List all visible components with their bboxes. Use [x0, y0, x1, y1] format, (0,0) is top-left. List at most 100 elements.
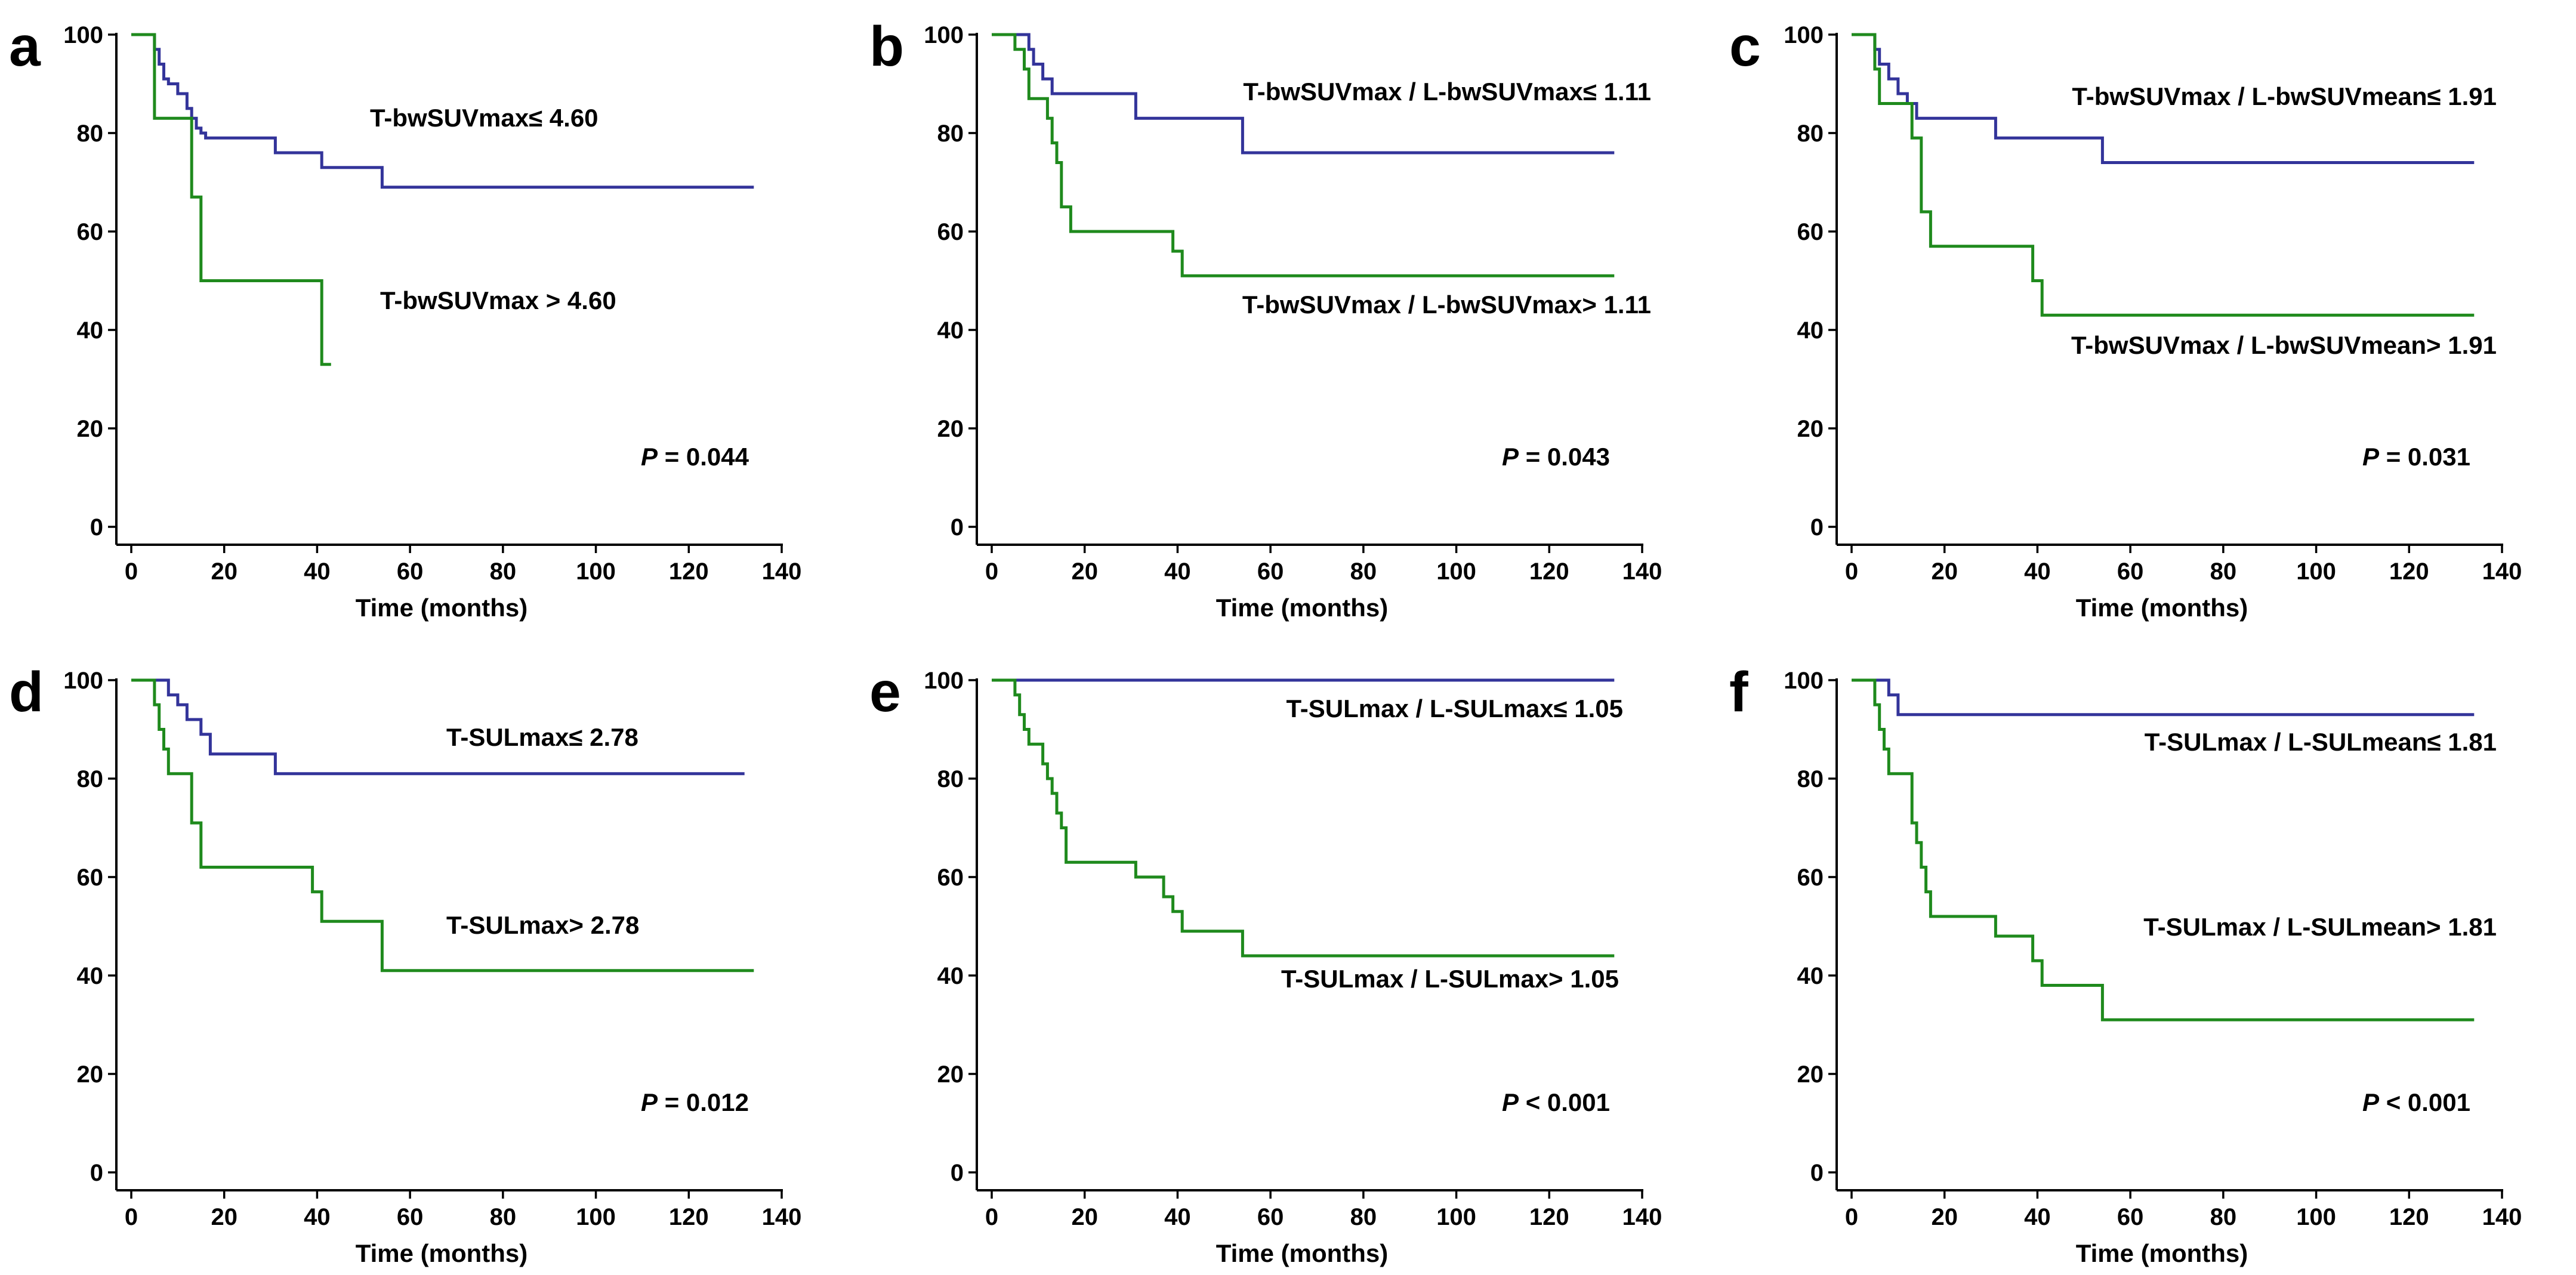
x-tick-label: 60: [1257, 558, 1284, 585]
series-label: T-bwSUVmax≤ 4.60: [370, 104, 599, 132]
panel-letter: d: [9, 660, 44, 724]
y-tick-label: 80: [1797, 766, 1824, 792]
series-label: T-SULmax> 2.78: [446, 911, 639, 939]
p-value-label: P < 0.001: [1502, 1088, 1610, 1116]
p-symbol: P: [2362, 1088, 2380, 1116]
x-tick-label: 100: [576, 1204, 616, 1230]
y-tick-label: 0: [1810, 514, 1824, 541]
p-value-label: P = 0.043: [1502, 443, 1610, 471]
panel-a: a 0 20 40 60 80 100 0 20 40 60 80 100 120 140 Time (mon…: [9, 15, 801, 622]
survival-curve-high: [992, 33, 1615, 277]
y-tick-label: 20: [77, 1061, 104, 1088]
y-tick-label: 60: [1797, 865, 1824, 891]
x-tick-label: 60: [2117, 1204, 2144, 1230]
y-tick-label: 40: [1797, 963, 1824, 989]
series-label: T-bwSUVmax / L-bwSUVmax≤ 1.11: [1243, 78, 1651, 106]
y-tick-label: 60: [1797, 219, 1824, 245]
x-axis-title: Time (months): [356, 1239, 528, 1267]
y-tick-label: 80: [937, 121, 964, 147]
x-tick-label: 120: [2389, 1204, 2429, 1230]
survival-curve-low: [1852, 33, 2475, 164]
p-value-label: P = 0.044: [641, 443, 749, 471]
x-tick-label: 120: [1529, 1204, 1569, 1230]
x-tick-label: 0: [985, 558, 998, 585]
y-tick-label: 60: [937, 219, 964, 245]
series-label: T-SULmax / L-SULmax> 1.05: [1281, 965, 1619, 993]
x-tick-label: 40: [304, 558, 331, 585]
y-tick-label: 60: [77, 219, 104, 245]
y-tick-label: 100: [924, 668, 964, 694]
x-axis-title: Time (months): [2076, 1239, 2248, 1267]
y-tick-label: 40: [937, 317, 964, 344]
y-tick-label: 80: [77, 766, 104, 792]
x-tick-label: 0: [1845, 1204, 1858, 1230]
p-value: < 0.001: [2379, 1088, 2470, 1116]
x-tick-label: 60: [1257, 1204, 1284, 1230]
p-symbol: P: [641, 1088, 658, 1116]
y-tick-label: 60: [937, 865, 964, 891]
x-tick-label: 120: [1529, 558, 1569, 585]
p-value: < 0.001: [1519, 1088, 1610, 1116]
y-tick-label: 0: [1810, 1160, 1824, 1186]
series-label: T-bwSUVmax > 4.60: [380, 286, 616, 314]
panel-d: d 0 20 40 60 80 100 0 20 40 60 80 100 120 140 Time (mon…: [9, 660, 801, 1267]
x-tick-label: 0: [125, 558, 138, 585]
survival-curve-low: [131, 33, 754, 189]
x-tick-label: 80: [1350, 558, 1377, 585]
survival-curve-high: [1852, 33, 2475, 317]
panel-letter: a: [9, 15, 41, 78]
survival-curve-low: [992, 33, 1615, 155]
x-tick-label: 120: [669, 1204, 709, 1230]
x-tick-label: 0: [1845, 558, 1858, 585]
x-tick-label: 40: [2024, 558, 2051, 585]
panel-letter: f: [1729, 660, 1748, 724]
x-tick-label: 100: [576, 558, 616, 585]
survival-curve-low: [1852, 678, 2475, 717]
survival-curve-high: [1852, 678, 2475, 1021]
x-tick-label: 0: [985, 1204, 998, 1230]
x-tick-label: 100: [2296, 1204, 2336, 1230]
p-symbol: P: [641, 443, 658, 471]
x-tick-label: 20: [1071, 558, 1098, 585]
survival-curve-high: [131, 33, 331, 366]
survival-curve-high: [992, 678, 1615, 958]
y-tick-label: 40: [77, 963, 104, 989]
x-tick-label: 40: [1164, 1204, 1191, 1230]
p-symbol: P: [1502, 443, 1519, 471]
panel-letter: e: [869, 660, 901, 724]
series-label: T-SULmax≤ 2.78: [446, 723, 638, 751]
y-tick-label: 20: [77, 416, 104, 442]
x-tick-label: 20: [1931, 558, 1958, 585]
y-tick-label: 100: [1784, 22, 1824, 48]
panel-letter: c: [1729, 15, 1761, 78]
x-tick-label: 80: [2210, 558, 2237, 585]
x-tick-label: 40: [304, 1204, 331, 1230]
p-value: = 0.043: [1519, 443, 1610, 471]
panel-b: b 0 20 40 60 80 100 0 20 40 60 80 100 120 140 Time (mon…: [869, 15, 1662, 622]
x-tick-label: 0: [125, 1204, 138, 1230]
x-tick-label: 140: [762, 558, 802, 585]
panel-e: e 0 20 40 60 80 100 0 20 40 60 80 100 120 140 Time (mon…: [869, 660, 1662, 1267]
y-tick-label: 0: [90, 514, 103, 541]
y-tick-label: 20: [937, 416, 964, 442]
p-value: = 0.031: [2379, 443, 2470, 471]
x-tick-label: 40: [2024, 1204, 2051, 1230]
panel-c: c 0 20 40 60 80 100 0 20 40 60 80 100 120 140 Time (mon…: [1729, 15, 2522, 622]
survival-curve-low: [131, 678, 745, 776]
y-tick-label: 40: [937, 963, 964, 989]
p-value: = 0.044: [658, 443, 749, 471]
y-tick-label: 100: [1784, 668, 1824, 694]
x-tick-label: 100: [1436, 558, 1476, 585]
series-label: T-bwSUVmax / L-bwSUVmean> 1.91: [2071, 331, 2497, 359]
y-tick-label: 80: [937, 766, 964, 792]
x-tick-label: 140: [2482, 1204, 2522, 1230]
y-tick-label: 0: [951, 1160, 964, 1186]
x-axis-title: Time (months): [1216, 1239, 1389, 1267]
x-tick-label: 60: [2117, 558, 2144, 585]
y-tick-label: 0: [90, 1160, 103, 1186]
x-tick-label: 20: [211, 1204, 237, 1230]
x-tick-label: 120: [2389, 558, 2429, 585]
y-tick-label: 20: [937, 1061, 964, 1088]
y-tick-label: 80: [1797, 121, 1824, 147]
